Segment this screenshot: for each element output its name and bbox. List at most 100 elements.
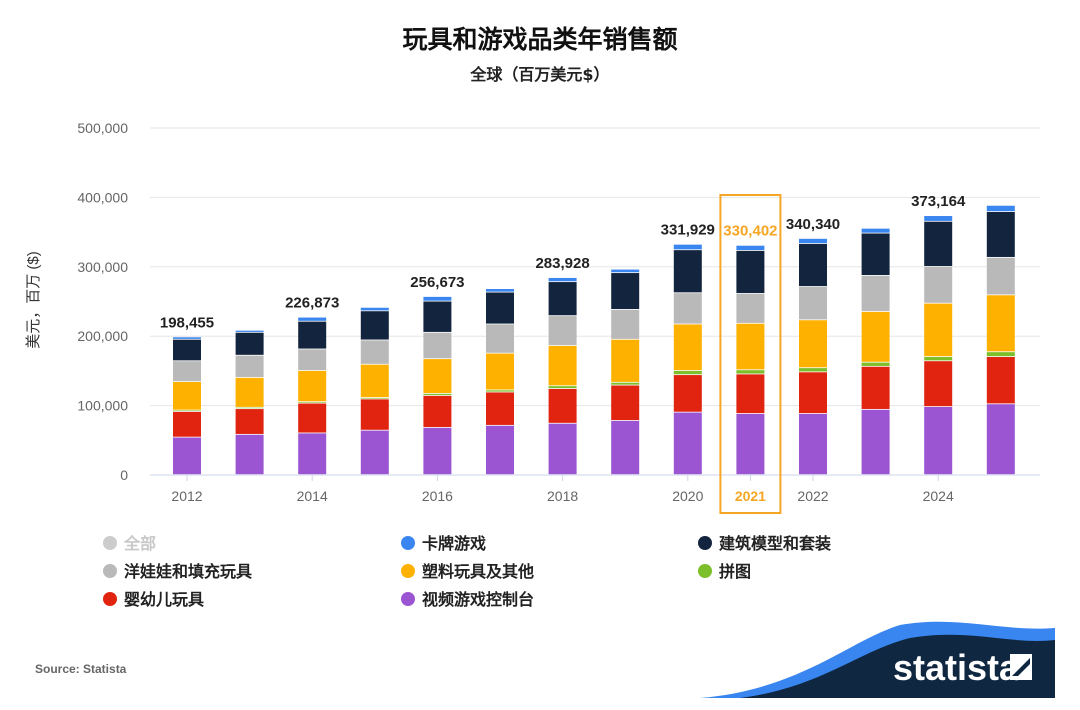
- bar-segment-2023-2: [861, 362, 890, 366]
- legend-item[interactable]: 塑料玩具及其他: [401, 562, 534, 581]
- legend-marker-icon: [103, 592, 117, 606]
- bar-segment-2025-4: [986, 257, 1015, 295]
- bar-segment-2014-5: [298, 321, 327, 349]
- bar-segment-2021-3: [736, 323, 765, 370]
- total-labels: 198,455 226,873 256,673 283,928 331,929 330,4…: [160, 193, 966, 331]
- y-tick-label: 500,000: [77, 120, 128, 136]
- bar-segment-2018-4: [548, 316, 577, 346]
- legend-item[interactable]: 卡牌游戏: [401, 534, 486, 553]
- bar-segment-2021-4: [736, 293, 765, 323]
- bar-segment-2025-3: [986, 295, 1015, 352]
- bar-segment-2012-0: [173, 437, 201, 475]
- bar-segment-2020-1: [673, 375, 702, 412]
- legend-item[interactable]: 洋娃娃和填充玩具: [103, 562, 252, 581]
- bar-segment-2019-4: [611, 309, 640, 339]
- bar-segment-2023-0: [861, 409, 890, 475]
- bar-segment-2014-2: [298, 402, 327, 403]
- bar-segment-2017-5: [486, 292, 514, 324]
- bar-segment-2025-5: [986, 211, 1015, 257]
- bar-segment-2020-6: [673, 244, 702, 250]
- bar-segment-2018-5: [548, 282, 577, 316]
- legend-item[interactable]: 建筑模型和套装: [698, 534, 831, 553]
- bar-segment-2013-4: [235, 355, 264, 378]
- bar-segment-2013-5: [235, 332, 264, 355]
- bar-segment-2018-6: [548, 277, 577, 282]
- y-axis-label: 美元，百万 ($): [25, 251, 42, 349]
- bar-segment-2016-0: [423, 427, 452, 475]
- legend-item[interactable]: 全部: [103, 534, 156, 553]
- bar-segment-2018-0: [548, 423, 577, 475]
- x-tick-label: 2022: [797, 488, 828, 504]
- bar-segment-2023-3: [861, 311, 890, 362]
- bar-segment-2013-2: [235, 407, 264, 409]
- x-tick-label: 2021: [735, 488, 766, 504]
- legend-item[interactable]: 婴幼儿玩具: [103, 590, 204, 609]
- bar-segment-2017-4: [486, 324, 514, 353]
- bar-segment-2015-3: [360, 364, 389, 398]
- bar-segment-2019-0: [611, 420, 640, 475]
- bar-segment-2025-6: [986, 205, 1015, 212]
- bar-segment-2022-4: [799, 286, 827, 320]
- bar-segment-2013-1: [235, 409, 264, 434]
- bar-segment-2025-2: [986, 352, 1015, 357]
- bar-segment-2016-4: [423, 332, 452, 359]
- bar-segment-2021-2: [736, 370, 765, 374]
- legend-label: 婴幼儿玩具: [124, 590, 204, 609]
- legend-label: 塑料玩具及其他: [422, 562, 534, 581]
- bar-segment-2021-6: [736, 245, 765, 251]
- bar-segment-2014-6: [298, 317, 327, 321]
- bar-segment-2018-2: [548, 386, 577, 389]
- legend-marker-icon: [103, 536, 117, 550]
- bar-segment-2022-1: [799, 372, 827, 414]
- bar-segment-2021-5: [736, 250, 765, 294]
- x-tick-label: 2014: [297, 488, 328, 504]
- bar-segment-2022-2: [799, 368, 827, 372]
- bar-segment-2023-4: [861, 275, 890, 312]
- x-tick-label: 2024: [923, 488, 954, 504]
- legend-marker-icon: [401, 592, 415, 606]
- legend-item[interactable]: 拼图: [698, 562, 751, 581]
- statista-logo: statista: [700, 621, 1055, 698]
- bar-segment-2017-1: [486, 392, 514, 425]
- total-label-2018: 283,928: [535, 255, 589, 272]
- y-tick-label: 300,000: [77, 259, 128, 275]
- bar-segment-2015-6: [360, 307, 389, 311]
- chart-title: 玩具和游戏品类年销售额: [402, 25, 677, 54]
- bar-segment-2015-4: [360, 340, 389, 364]
- bar-segment-2024-4: [924, 266, 953, 303]
- bar-segment-2016-1: [423, 395, 452, 428]
- bar-segment-2017-6: [486, 289, 514, 292]
- bar-segment-2016-2: [423, 393, 452, 396]
- bar-segment-2013-0: [235, 434, 264, 475]
- y-tick-label: 200,000: [77, 328, 128, 344]
- bar-segment-2019-5: [611, 273, 640, 310]
- bar-segment-2025-0: [986, 404, 1015, 475]
- bar-segment-2016-6: [423, 296, 452, 301]
- legend-marker-icon: [401, 536, 415, 550]
- bar-segment-2024-1: [924, 361, 953, 407]
- x-tick-label: 2018: [547, 488, 578, 504]
- legend-marker-icon: [698, 564, 712, 578]
- bar-segment-2021-1: [736, 374, 765, 414]
- bar-segment-2020-0: [673, 412, 702, 475]
- bar-segment-2014-3: [298, 370, 327, 402]
- legend-marker-icon: [103, 564, 117, 578]
- bar-segment-2013-3: [235, 377, 264, 407]
- bar-segment-2022-6: [799, 238, 827, 244]
- legend-item[interactable]: 视频游戏控制台: [401, 590, 534, 609]
- chart-subtitle: 全球（百万美元$）: [469, 65, 609, 84]
- bar-segment-2016-5: [423, 301, 452, 332]
- bar-segment-2021-0: [736, 413, 765, 475]
- bar-segment-2018-1: [548, 388, 577, 423]
- bar-segment-2019-3: [611, 339, 640, 382]
- source-text: Source: Statista: [35, 662, 127, 676]
- y-tick-label: 400,000: [77, 189, 128, 205]
- bars: [173, 205, 1015, 475]
- bar-segment-2020-2: [673, 370, 702, 375]
- total-label-2012: 198,455: [160, 314, 214, 331]
- highlight-box-2021: [719, 194, 782, 514]
- grid: 0 100,000 200,000 300,000 400,000 500,000: [77, 120, 1040, 483]
- bar-segment-2022-3: [799, 320, 827, 368]
